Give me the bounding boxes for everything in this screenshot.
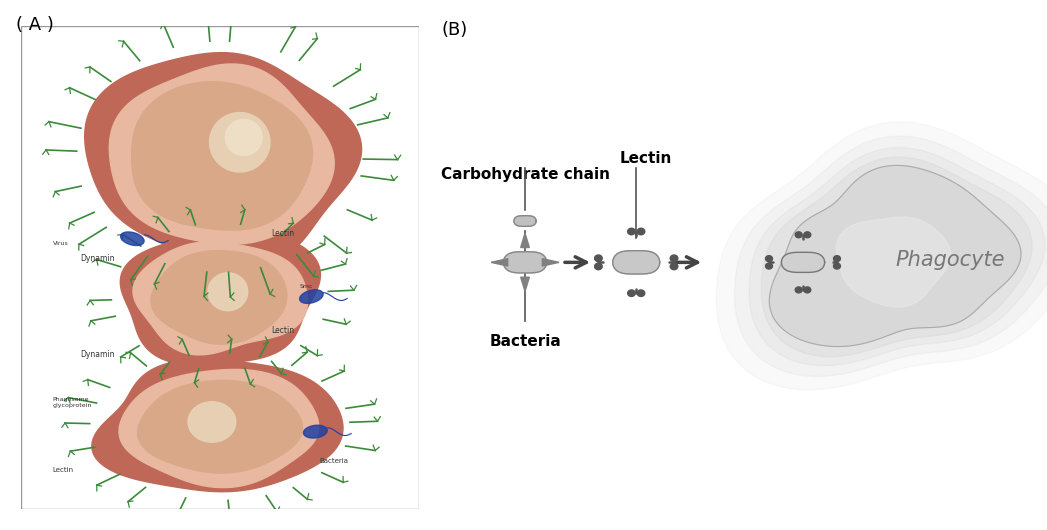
Polygon shape	[627, 228, 636, 235]
Text: Lectin: Lectin	[619, 151, 672, 166]
Polygon shape	[504, 252, 547, 273]
Polygon shape	[137, 381, 303, 473]
Text: (B): (B)	[442, 21, 468, 39]
Polygon shape	[833, 263, 841, 269]
Text: Lectin: Lectin	[271, 326, 294, 335]
Polygon shape	[638, 228, 645, 235]
Text: Bacteria: Bacteria	[489, 334, 561, 349]
Text: Lectin: Lectin	[271, 229, 294, 239]
Polygon shape	[595, 255, 602, 261]
Polygon shape	[612, 251, 660, 274]
Polygon shape	[804, 232, 810, 238]
Polygon shape	[208, 273, 248, 311]
Text: Smc: Smc	[299, 285, 313, 289]
Text: Dynamin: Dynamin	[81, 253, 115, 262]
Polygon shape	[120, 232, 144, 245]
Polygon shape	[804, 287, 810, 293]
Polygon shape	[638, 290, 645, 296]
Polygon shape	[520, 277, 530, 292]
Polygon shape	[765, 263, 773, 269]
Text: Phagocyte: Phagocyte	[895, 250, 1005, 270]
Polygon shape	[670, 255, 677, 261]
Text: Bacteria: Bacteria	[319, 457, 349, 464]
Polygon shape	[750, 147, 1045, 366]
Polygon shape	[735, 136, 1047, 376]
Text: Lectin: Lectin	[52, 467, 74, 473]
Polygon shape	[796, 287, 802, 293]
Polygon shape	[627, 290, 636, 296]
Polygon shape	[92, 359, 343, 492]
Polygon shape	[299, 290, 324, 303]
Text: Virus: Virus	[52, 241, 68, 246]
Polygon shape	[542, 259, 559, 266]
Polygon shape	[520, 233, 530, 248]
Text: Phagosome
glycoprotein: Phagosome glycoprotein	[52, 398, 92, 408]
Polygon shape	[716, 122, 1047, 390]
Polygon shape	[133, 242, 308, 355]
Text: Carbohydrate chain: Carbohydrate chain	[441, 167, 609, 182]
Polygon shape	[209, 112, 270, 172]
Polygon shape	[781, 252, 825, 272]
Polygon shape	[837, 217, 951, 307]
Polygon shape	[796, 232, 802, 238]
Polygon shape	[491, 259, 508, 266]
Polygon shape	[109, 64, 334, 244]
Polygon shape	[119, 369, 318, 488]
Polygon shape	[765, 255, 773, 262]
Polygon shape	[225, 119, 262, 155]
Polygon shape	[514, 216, 536, 226]
Text: ( A ): ( A )	[16, 16, 53, 34]
Text: Dynamin: Dynamin	[81, 350, 115, 359]
Polygon shape	[761, 157, 1032, 357]
Polygon shape	[120, 231, 320, 365]
FancyBboxPatch shape	[21, 26, 419, 509]
Polygon shape	[670, 263, 677, 270]
Polygon shape	[304, 425, 328, 438]
Polygon shape	[833, 255, 841, 262]
Polygon shape	[132, 82, 312, 230]
Polygon shape	[85, 52, 361, 268]
Polygon shape	[151, 251, 287, 344]
Polygon shape	[595, 263, 602, 270]
Polygon shape	[770, 165, 1021, 347]
Polygon shape	[188, 402, 236, 442]
